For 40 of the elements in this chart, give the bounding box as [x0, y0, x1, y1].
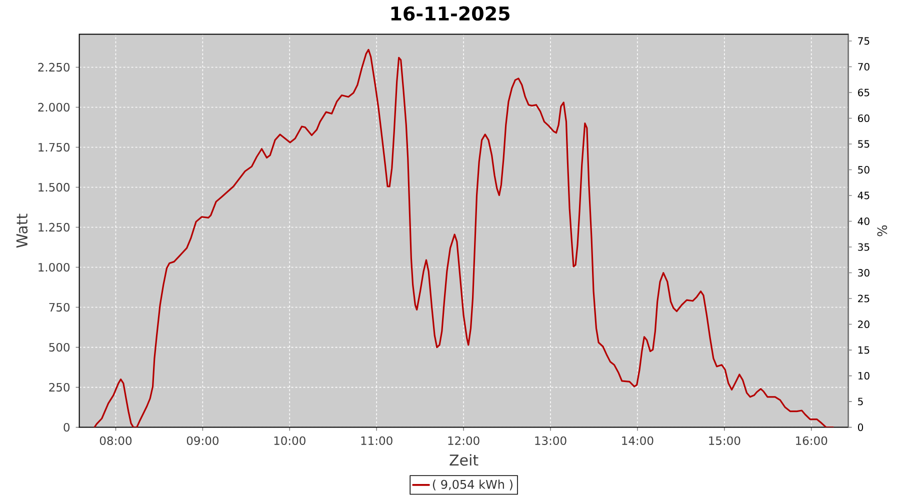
x-axis-title: Zeit [450, 454, 478, 466]
y2-tick-label: 15 [858, 346, 870, 354]
x-tick-label: 09:00 [186, 436, 218, 446]
y2-tick-label: 65 [858, 88, 870, 96]
y2-tick-label: 10 [858, 372, 870, 380]
y2-tick-label: 35 [858, 243, 870, 251]
y2-tick-label: 75 [858, 37, 870, 45]
y2-axis-title: % [877, 225, 888, 236]
y-tick-label: 500 [49, 342, 70, 352]
x-tick-label: 15:00 [709, 436, 740, 446]
y-axis-title: Watt [16, 214, 28, 248]
x-tick-label: 12:00 [448, 436, 480, 446]
y2-tick-label: 60 [858, 114, 870, 122]
y-tick-label: 1.750 [38, 142, 70, 152]
y-tick-label: 1.250 [38, 222, 70, 232]
y2-tick-label: 5 [858, 398, 863, 406]
y-tick-label: 2.000 [38, 102, 70, 112]
y-tick-label: 1.500 [38, 182, 70, 192]
y2-tick-label: 0 [858, 424, 864, 432]
y2-tick-label: 55 [858, 140, 870, 148]
y2-tick-label: 70 [858, 62, 870, 71]
y2-tick-label: 50 [858, 166, 870, 174]
x-tick-label: 16:00 [796, 436, 828, 446]
y-tick-label: 750 [49, 302, 70, 312]
legend-label: ( 9,054 kWh ) [432, 480, 512, 490]
y-tick-label: 0 [64, 422, 70, 432]
y2-tick-label: 25 [858, 294, 870, 302]
y2-tick-label: 20 [858, 320, 870, 328]
y-tick-label: 1.000 [38, 262, 70, 272]
x-tick-label: 11:00 [361, 436, 392, 446]
y2-tick-label: 30 [858, 268, 870, 277]
y-tick-label: 2.250 [38, 62, 70, 72]
y-tick-label: 250 [49, 382, 70, 392]
x-tick-label: 14:00 [622, 436, 654, 446]
y2-tick-label: 40 [858, 217, 870, 226]
chart-title: 16-11-2025 [391, 6, 510, 21]
x-tick-label: 10:00 [274, 436, 306, 446]
x-tick-label: 08:00 [100, 436, 132, 446]
y2-tick-label: 45 [858, 192, 870, 200]
x-tick-label: 13:00 [535, 436, 566, 446]
